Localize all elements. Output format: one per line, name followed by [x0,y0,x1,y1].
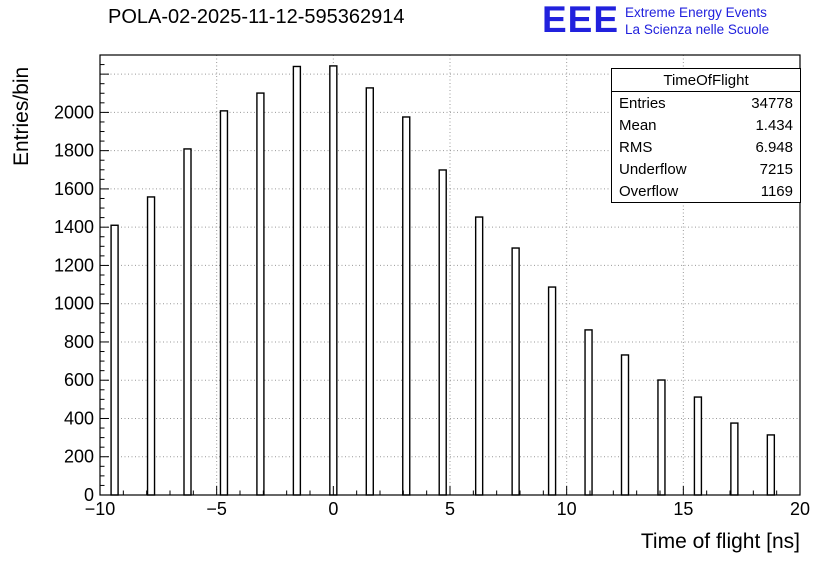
stats-row-entries: Entries 34778 [612,92,800,114]
svg-text:10: 10 [557,499,577,519]
stats-label: RMS [619,138,653,156]
stats-box-title: TimeOfFlight [612,69,800,92]
stats-value: 6.948 [755,138,793,156]
stats-row-overflow: Overflow 1169 [612,180,800,202]
stats-label: Underflow [619,160,687,178]
svg-text:1000: 1000 [54,294,94,314]
svg-text:800: 800 [64,332,94,352]
eee-logo-caption: Extreme Energy Events La Scienza nelle S… [625,4,769,38]
eee-logo-line2: La Scienza nelle Scuole [625,22,770,37]
svg-text:0: 0 [328,499,338,519]
svg-text:20: 20 [790,499,810,519]
stats-value: 1.434 [755,116,793,134]
svg-text:0: 0 [84,485,94,505]
eee-logo-line1: Extreme Energy Events [625,5,767,20]
svg-text:−5: −5 [206,499,227,519]
stats-box: TimeOfFlight Entries 34778 Mean 1.434 RM… [611,68,801,203]
svg-text:1600: 1600 [54,179,94,199]
stats-label: Mean [619,116,657,134]
svg-text:15: 15 [673,499,693,519]
svg-text:1200: 1200 [54,255,94,275]
eee-logo: EEE Extreme Energy Events La Scienza nel… [542,0,769,40]
x-axis-label: Time of flight [ns] [640,530,800,553]
eee-logo-letters: EEE [542,0,620,40]
y-axis-label: Entries/bin [10,66,33,166]
stats-value: 1169 [760,182,793,200]
svg-text:400: 400 [64,408,94,428]
svg-text:5: 5 [445,499,455,519]
svg-text:2000: 2000 [54,102,94,122]
stats-row-underflow: Underflow 7215 [612,158,800,180]
svg-text:200: 200 [64,447,94,467]
stats-label: Entries [619,94,666,112]
stats-row-rms: RMS 6.948 [612,136,800,158]
svg-text:600: 600 [64,370,94,390]
svg-text:−10: −10 [85,499,116,519]
page-title: POLA-02-2025-11-12-595362914 [108,6,405,28]
svg-text:1800: 1800 [54,141,94,161]
svg-text:1400: 1400 [54,217,94,237]
stats-value: 7215 [759,160,793,178]
stats-row-mean: Mean 1.434 [612,114,800,136]
stats-value: 34778 [751,94,793,112]
stats-label: Overflow [619,182,679,200]
